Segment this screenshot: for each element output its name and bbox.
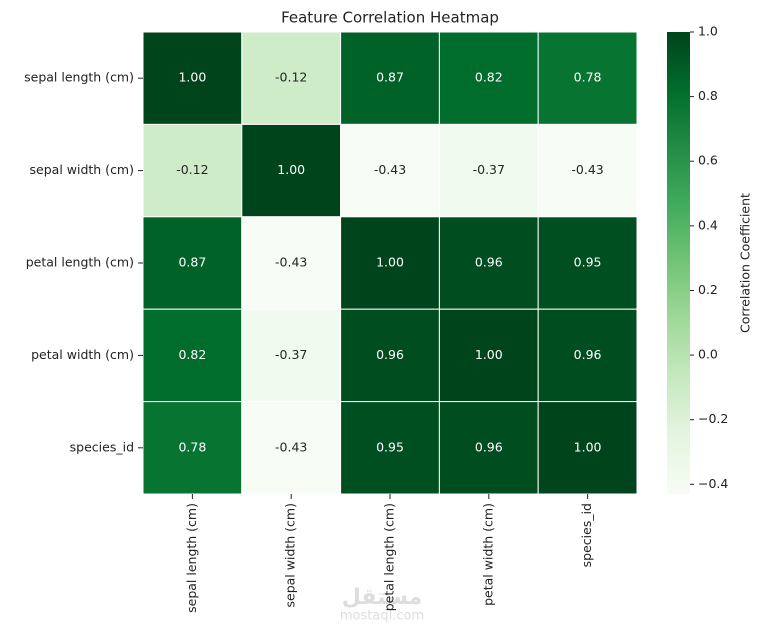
heatmap-cell bbox=[142, 216, 243, 310]
cell-label: 0.96 bbox=[475, 255, 503, 270]
cell-label: 0.96 bbox=[574, 347, 602, 362]
heatmap-cell bbox=[241, 123, 342, 218]
heatmap-cell bbox=[537, 401, 638, 495]
heatmap-cell bbox=[438, 401, 539, 495]
cell-label: -0.43 bbox=[374, 162, 406, 177]
colorbar-tick-label: 0.2 bbox=[698, 282, 718, 297]
watermark: مستقل bbox=[342, 585, 422, 610]
cell-label: -0.37 bbox=[275, 347, 307, 362]
colorbar-tick-label: −0.2 bbox=[698, 411, 728, 426]
cell-label: 0.82 bbox=[178, 347, 206, 362]
heatmap-cell bbox=[438, 216, 539, 310]
heatmap-cell bbox=[438, 308, 539, 403]
cell-label: 1.00 bbox=[475, 347, 503, 362]
colorbar-tick-label: −0.4 bbox=[698, 476, 728, 491]
heatmap-cell bbox=[537, 308, 638, 403]
heatmap-cell bbox=[438, 123, 539, 218]
x-tick-label: petal length (cm) bbox=[382, 503, 397, 611]
x-tick-label: species_id bbox=[579, 503, 594, 567]
cell-label: -0.12 bbox=[176, 162, 208, 177]
y-tick-label: petal length (cm) bbox=[26, 255, 134, 270]
y-tick-label: petal width (cm) bbox=[31, 347, 134, 362]
colorbar-tick-label: 0.8 bbox=[698, 88, 718, 103]
colorbar-tick-label: 1.0 bbox=[698, 24, 718, 39]
heatmap-cell bbox=[340, 308, 440, 403]
heatmap-cell bbox=[241, 401, 342, 495]
heatmap-cell bbox=[340, 123, 440, 218]
colorbar-tick-label: 0.0 bbox=[698, 347, 718, 362]
y-tick-label: sepal length (cm) bbox=[24, 70, 134, 85]
cell-label: 0.95 bbox=[376, 439, 404, 454]
x-tick-label: petal width (cm) bbox=[480, 503, 495, 606]
heatmap-cell bbox=[241, 308, 342, 403]
x-tick-label: sepal width (cm) bbox=[283, 503, 298, 607]
heatmap-cell bbox=[142, 31, 243, 125]
watermark: mostaql.com bbox=[340, 609, 424, 624]
cell-label: 0.95 bbox=[574, 255, 602, 270]
colorbar bbox=[667, 32, 690, 494]
cell-label: -0.37 bbox=[473, 162, 505, 177]
chart-title: Feature Correlation Heatmap bbox=[281, 9, 499, 27]
cell-label: 1.00 bbox=[178, 70, 206, 85]
cell-label: 0.87 bbox=[376, 70, 404, 85]
colorbar-label: Correlation Coefficient bbox=[738, 193, 753, 333]
cell-label: 0.82 bbox=[475, 70, 503, 85]
heatmap-cell bbox=[241, 216, 342, 310]
y-tick-label: species_id bbox=[70, 439, 134, 454]
cell-label: -0.12 bbox=[275, 70, 307, 85]
x-tick-label: sepal length (cm) bbox=[184, 503, 199, 613]
heatmap-cell bbox=[537, 216, 638, 310]
cell-label: 1.00 bbox=[277, 162, 305, 177]
cell-label: 1.00 bbox=[574, 439, 602, 454]
cell-label: 1.00 bbox=[376, 255, 404, 270]
cell-label: 0.78 bbox=[178, 439, 206, 454]
heatmap-cell bbox=[142, 308, 243, 403]
colorbar-tick-label: 0.4 bbox=[698, 217, 718, 232]
cell-label: -0.43 bbox=[275, 255, 307, 270]
cell-label: -0.43 bbox=[275, 439, 307, 454]
cell-label: -0.43 bbox=[571, 162, 603, 177]
y-tick-label: sepal width (cm) bbox=[30, 162, 134, 177]
cell-label: 0.87 bbox=[178, 255, 206, 270]
heatmap-cell bbox=[537, 123, 638, 218]
heatmap-cell bbox=[340, 401, 440, 495]
cell-label: 0.78 bbox=[574, 70, 602, 85]
colorbar-tick-label: 0.6 bbox=[698, 153, 718, 168]
cell-label: 0.96 bbox=[475, 439, 503, 454]
cell-label: 0.96 bbox=[376, 347, 404, 362]
